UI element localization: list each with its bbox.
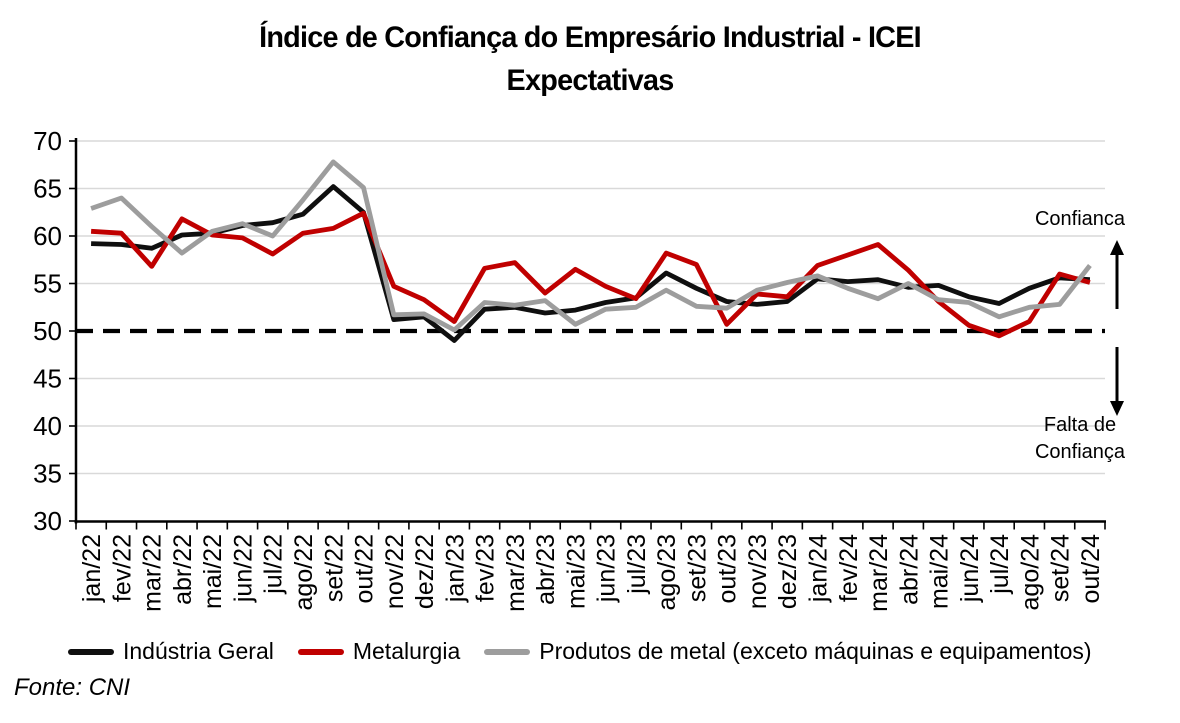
x-axis-label: fev/22 bbox=[108, 534, 136, 602]
y-axis-label: 70 bbox=[33, 126, 62, 156]
legend-item: Indústria Geral bbox=[68, 638, 274, 665]
chart-title: Índice de Confiança do Empresário Indust… bbox=[24, 16, 1157, 102]
legend-swatch bbox=[297, 648, 344, 655]
x-axis-label: set/22 bbox=[320, 534, 348, 602]
x-axis-label: jan/22 bbox=[78, 534, 106, 603]
x-axis-label: nov/23 bbox=[744, 534, 772, 609]
y-axis-label: 45 bbox=[33, 364, 62, 394]
x-axis-label: nov/22 bbox=[381, 534, 409, 609]
x-axis-label: mar/23 bbox=[502, 534, 530, 612]
x-axis-label: set/23 bbox=[683, 534, 711, 602]
lack-of-confidence-annotation: Falta de Confiança bbox=[1026, 412, 1134, 466]
x-axis-label: set/24 bbox=[1047, 534, 1075, 602]
x-axis-label: mai/24 bbox=[926, 534, 954, 609]
legend-label: Metalurgia bbox=[352, 638, 461, 664]
legend-label: Produtos de metal (exceto máquinas e equ… bbox=[539, 638, 1092, 664]
confidence-up-arrowhead bbox=[1110, 240, 1124, 255]
x-axis-label: dez/22 bbox=[411, 534, 439, 609]
y-axis-label: 35 bbox=[33, 459, 62, 489]
y-axis-label: 40 bbox=[33, 411, 62, 441]
confidence-annotation: Confianca bbox=[1034, 208, 1126, 230]
series-line-metalurgia bbox=[90, 210, 1091, 339]
x-axis-label: mar/24 bbox=[865, 534, 893, 612]
x-axis-label: mai/22 bbox=[199, 534, 227, 609]
y-axis-label: 30 bbox=[33, 506, 62, 536]
source-note: Fonte: CNI bbox=[14, 674, 131, 701]
x-axis-label: out/22 bbox=[351, 534, 379, 604]
x-axis-label: mai/23 bbox=[562, 534, 590, 609]
x-axis-label: dez/23 bbox=[774, 534, 802, 609]
lack-down-arrowhead bbox=[1110, 401, 1124, 416]
legend-swatch bbox=[484, 648, 531, 655]
x-axis-label: jul/23 bbox=[623, 534, 651, 595]
y-axis-label: 55 bbox=[33, 269, 62, 299]
legend-label: Indústria Geral bbox=[123, 638, 274, 664]
series-line-produtos-de-metal-exceto-m-quinas-e-equipamentos bbox=[90, 159, 1092, 333]
legend-item: Produtos de metal (exceto máquinas e equ… bbox=[484, 638, 1092, 665]
x-axis-label: jun/22 bbox=[229, 534, 257, 603]
legend-swatch bbox=[68, 648, 114, 655]
x-axis-label: abr/24 bbox=[895, 534, 923, 605]
x-axis-label: fev/24 bbox=[835, 534, 863, 602]
x-axis-label: jul/24 bbox=[986, 534, 1014, 595]
x-axis-label: fev/23 bbox=[472, 534, 500, 602]
y-axis-label: 50 bbox=[33, 316, 62, 346]
y-axis-label: 60 bbox=[33, 221, 62, 251]
chart-title-line2: Expectativas bbox=[506, 64, 675, 97]
x-axis-label: out/24 bbox=[1077, 534, 1105, 604]
x-axis-label: out/23 bbox=[714, 534, 742, 604]
legend-item: Metalurgia bbox=[297, 638, 461, 665]
x-axis-label: abr/22 bbox=[169, 534, 197, 605]
chart-title-line1: Índice de Confiança do Empresário Indust… bbox=[259, 21, 922, 54]
x-axis-label: jan/24 bbox=[804, 534, 832, 603]
chart-legend: Indústria Geral Metalurgia Produtos de met… bbox=[68, 638, 1092, 665]
x-axis-label: jun/24 bbox=[956, 534, 984, 603]
lack-annotation-line1: Falta de bbox=[1043, 414, 1117, 436]
x-axis-label: jul/22 bbox=[260, 534, 288, 595]
x-axis-label: mar/22 bbox=[139, 534, 167, 612]
x-axis-label: jan/23 bbox=[441, 534, 469, 603]
x-axis-label: ago/22 bbox=[290, 534, 318, 610]
x-axis-label: abr/23 bbox=[532, 534, 560, 605]
lack-annotation-line2: Confiança bbox=[1034, 441, 1126, 463]
x-axis-label: ago/24 bbox=[1016, 534, 1044, 611]
x-axis-label: jun/23 bbox=[593, 534, 621, 603]
x-axis-label: ago/23 bbox=[653, 534, 681, 610]
y-axis-label: 65 bbox=[33, 174, 62, 204]
